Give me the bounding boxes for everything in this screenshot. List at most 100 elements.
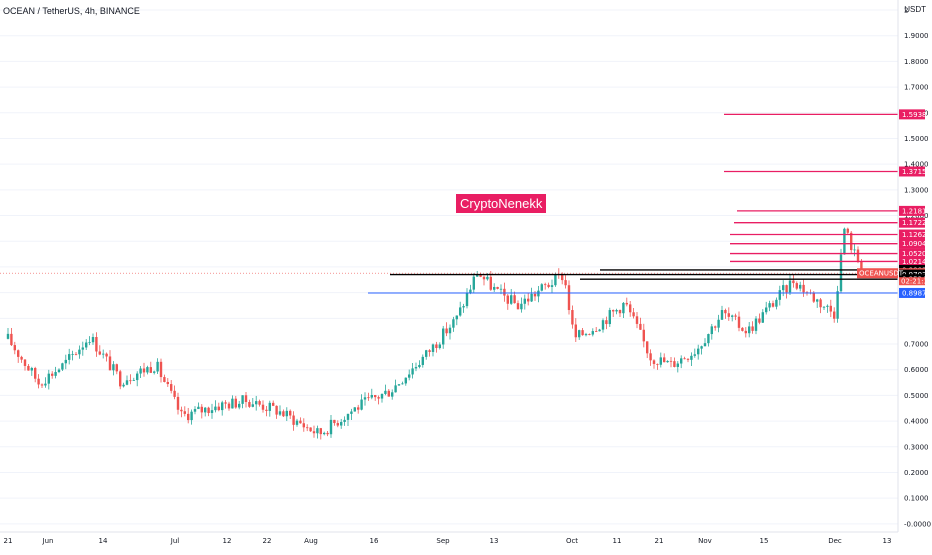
candle-body xyxy=(833,311,836,319)
candle-body xyxy=(360,399,363,410)
candle-body xyxy=(125,380,129,385)
candle-body xyxy=(414,367,418,369)
candle-body xyxy=(799,284,802,289)
candle-body xyxy=(384,390,387,394)
x-tick-label: Jun xyxy=(42,537,54,545)
x-tick-label: 14 xyxy=(99,537,108,545)
resistance-price-tag-bg xyxy=(899,248,925,259)
candle-body xyxy=(527,298,530,302)
candle-body xyxy=(20,356,23,360)
candle-body xyxy=(625,302,628,305)
candle-body xyxy=(163,377,166,382)
resistance-price-tag: 1.1262 xyxy=(902,231,927,239)
candle-body xyxy=(108,356,112,371)
candle-body xyxy=(374,395,377,398)
candle-body xyxy=(503,288,506,296)
candle-body xyxy=(788,280,792,293)
resistance-price-tag-bg xyxy=(899,256,925,267)
y-tick-label: 1.2000 xyxy=(904,212,929,220)
resistance-price-tag: 1.3715 xyxy=(902,168,927,176)
candle-body xyxy=(550,285,554,287)
candle-body xyxy=(567,285,571,311)
candle-body xyxy=(547,284,550,287)
candle-body xyxy=(258,401,261,405)
candle-body xyxy=(445,328,448,334)
y-tick-label: 1.8000 xyxy=(904,58,929,66)
candle-body xyxy=(363,397,367,400)
candle-body xyxy=(486,276,489,280)
candle-body xyxy=(176,396,180,410)
candle-body xyxy=(190,411,193,421)
candle-body xyxy=(588,334,591,335)
candle-body xyxy=(431,344,435,352)
support-price-tag-bg xyxy=(899,287,925,298)
candle-body xyxy=(285,410,288,417)
candle-body xyxy=(183,411,186,414)
resistance-price-tag: 1.2181 xyxy=(902,207,927,215)
candle-body xyxy=(153,371,156,373)
candle-body xyxy=(278,411,282,415)
candle-body xyxy=(217,406,220,411)
candle-body xyxy=(812,293,815,302)
candle-body xyxy=(459,307,462,316)
candle-body xyxy=(523,298,526,304)
candle-body xyxy=(193,409,197,412)
candle-body xyxy=(564,280,567,286)
candle-body xyxy=(71,353,74,355)
candle-body xyxy=(639,323,642,330)
x-tick-label: Jul xyxy=(170,537,180,545)
y-tick-label: 2 xyxy=(904,7,908,15)
candle-body xyxy=(686,358,690,360)
candle-body xyxy=(377,397,380,399)
y-tick-label: 1.9000 xyxy=(904,32,929,40)
candle-body xyxy=(302,423,305,428)
candle-body xyxy=(34,368,37,379)
candle-body xyxy=(112,364,115,371)
candle-body xyxy=(612,310,615,312)
candle-body xyxy=(10,333,13,346)
candle-body xyxy=(710,326,713,335)
candle-body xyxy=(159,361,163,378)
candle-body xyxy=(47,373,50,384)
candle-body xyxy=(340,421,343,426)
candle-body xyxy=(785,285,788,293)
candle-body xyxy=(493,286,496,290)
candle-body xyxy=(683,358,686,360)
candle-body xyxy=(615,309,618,312)
y-tick-label: 0.4000 xyxy=(904,418,929,426)
candle-body xyxy=(768,303,771,308)
candle-body xyxy=(496,286,499,289)
x-tick-label: 13 xyxy=(883,537,892,545)
candle-body xyxy=(27,365,30,371)
candle-body xyxy=(275,405,278,415)
candle-body xyxy=(326,432,329,435)
candle-body xyxy=(605,320,608,325)
y-tick-label: 0.6000 xyxy=(904,366,929,374)
candle-body xyxy=(214,406,217,411)
candle-body xyxy=(170,384,173,391)
candle-body xyxy=(646,341,649,354)
candle-body xyxy=(510,295,513,304)
candle-body xyxy=(180,409,183,412)
candle-body xyxy=(632,312,635,317)
candle-body xyxy=(350,411,353,414)
candle-body xyxy=(754,318,758,331)
candle-body xyxy=(690,355,693,360)
candle-body xyxy=(149,367,152,373)
candle-body xyxy=(210,410,214,414)
resistance-price-tag-bg xyxy=(899,238,925,249)
x-tick-label: 21 xyxy=(655,537,664,545)
candle-body xyxy=(346,413,350,420)
x-tick-label: 11 xyxy=(613,537,622,545)
candle-body xyxy=(272,402,275,406)
resistance-price-tag-bg xyxy=(899,109,925,120)
candle-body xyxy=(367,397,370,399)
x-tick-label: Nov xyxy=(698,537,712,545)
candle-body xyxy=(482,276,486,280)
candle-body xyxy=(227,403,231,409)
candle-body xyxy=(425,350,428,357)
y-tick-label: 0.2000 xyxy=(904,469,929,477)
resistance-price-tag-bg xyxy=(899,166,925,177)
